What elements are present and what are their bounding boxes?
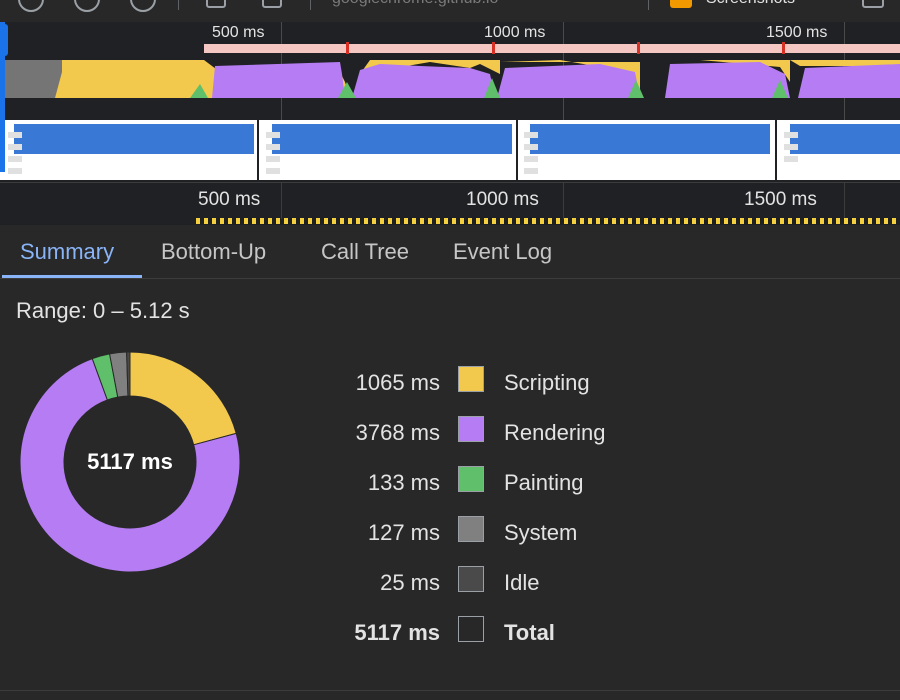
tab-summary[interactable]: Summary [2, 226, 142, 278]
memory-checkbox[interactable] [862, 0, 884, 8]
footer-divider [0, 690, 900, 691]
scripting-area [500, 60, 640, 92]
long-frame-marker [346, 42, 349, 54]
painting-spike [190, 84, 208, 98]
ruler-gridline [563, 183, 564, 219]
toolbar-separator [648, 0, 649, 10]
frames-track [196, 218, 900, 224]
screenshot-divider [516, 120, 518, 180]
tab-call-tree[interactable]: Call Tree [321, 239, 410, 264]
scripting-area [790, 60, 900, 66]
legend-value: 133 ms [367, 470, 440, 495]
tab-bottom-up[interactable]: Bottom-Up [161, 239, 267, 264]
rendering-area [212, 62, 345, 98]
painting-spike [338, 82, 356, 98]
legend-label: Idle [504, 570, 540, 595]
rendering-area [665, 62, 790, 98]
system-area [5, 60, 62, 98]
toolbar: googlechrome.github.io Screenshots [0, 0, 900, 23]
screenshot-content [14, 124, 900, 154]
legend-row-total: 5117 ms Total [300, 612, 660, 652]
legend-label: Rendering [504, 420, 606, 445]
toolbar-separator [310, 0, 311, 10]
legend-row-system: 127 ms System [300, 512, 660, 552]
long-frame-marker [782, 42, 785, 54]
legend-label: Scripting [504, 370, 590, 395]
donut-total-label: 5117 ms [87, 449, 173, 474]
legend-swatch [458, 516, 484, 542]
details-tabs: Summary Bottom-Up Call Tree Event Log [0, 226, 900, 279]
range-label: Range: 0 – 5.12 s [16, 298, 190, 323]
donut-slice-idle [126, 351, 131, 397]
reload-record-icon[interactable] [74, 0, 100, 12]
rendering-area [798, 64, 900, 98]
legend-label: System [504, 520, 578, 545]
download-icon[interactable] [262, 0, 282, 8]
ruler-tick-label: 1000 ms [466, 189, 539, 210]
overview-tick-label: 500 ms [212, 24, 265, 41]
legend-swatch [458, 416, 484, 442]
record-icon[interactable] [18, 0, 44, 12]
upload-icon[interactable] [206, 0, 226, 8]
painting-spike [484, 78, 500, 98]
legend-row-idle: 25 ms Idle [300, 562, 660, 602]
timeline-ruler: 500 ms 1000 ms 1500 ms [0, 182, 900, 225]
selection-handle[interactable] [0, 22, 5, 172]
rendering-area [497, 64, 640, 98]
ruler-gridline [281, 183, 282, 219]
long-frame-marker [492, 42, 495, 54]
legend-row-rendering: 3768 ms Rendering [300, 412, 660, 452]
screenshot-sidebar [8, 132, 798, 174]
legend-label: Total [504, 620, 555, 645]
legend-value: 25 ms [380, 570, 440, 595]
legend-swatch [458, 366, 484, 392]
scripting-area [360, 60, 500, 74]
toolbar-separator [178, 0, 179, 10]
selection-grip-icon[interactable] [0, 24, 8, 56]
overview-chart [0, 42, 900, 180]
legend-swatch [458, 616, 484, 642]
timeline-overview[interactable]: 500 ms 1000 ms 1500 ms [0, 22, 900, 182]
rendering-area [352, 64, 495, 98]
donut-slice-rendering [19, 358, 241, 573]
legend-row-scripting: 1065 ms Scripting [300, 362, 660, 402]
legend-swatch [458, 466, 484, 492]
ruler-tick-label: 1500 ms [744, 189, 817, 210]
summary-donut-chart [19, 351, 241, 573]
legend-value: 5117 ms [354, 620, 440, 645]
legend-row-painting: 133 ms Painting [300, 462, 660, 502]
overview-tick-label: 1000 ms [484, 24, 546, 41]
long-frame-marker [637, 42, 640, 54]
screenshots-label: Screenshots [706, 0, 795, 8]
screenshots-checkbox[interactable] [670, 0, 692, 8]
overview-tick-label: 1500 ms [766, 24, 828, 41]
screenshot-divider [257, 120, 259, 180]
legend-value: 127 ms [367, 520, 440, 545]
painting-spike [772, 80, 788, 98]
legend-swatch [458, 566, 484, 592]
scripting-area [640, 60, 790, 82]
screenshot-divider [775, 120, 777, 180]
ruler-gridline [844, 183, 845, 219]
legend-value: 3768 ms [355, 420, 440, 445]
recording-url[interactable]: googlechrome.github.io [332, 0, 498, 8]
legend-value: 1065 ms [355, 370, 440, 395]
painting-spike [628, 80, 644, 98]
clear-icon[interactable] [130, 0, 156, 12]
ruler-tick-label: 500 ms [198, 189, 261, 210]
frames-bar [204, 44, 900, 53]
tab-event-log[interactable]: Event Log [453, 239, 553, 264]
legend-label: Painting [504, 470, 584, 495]
